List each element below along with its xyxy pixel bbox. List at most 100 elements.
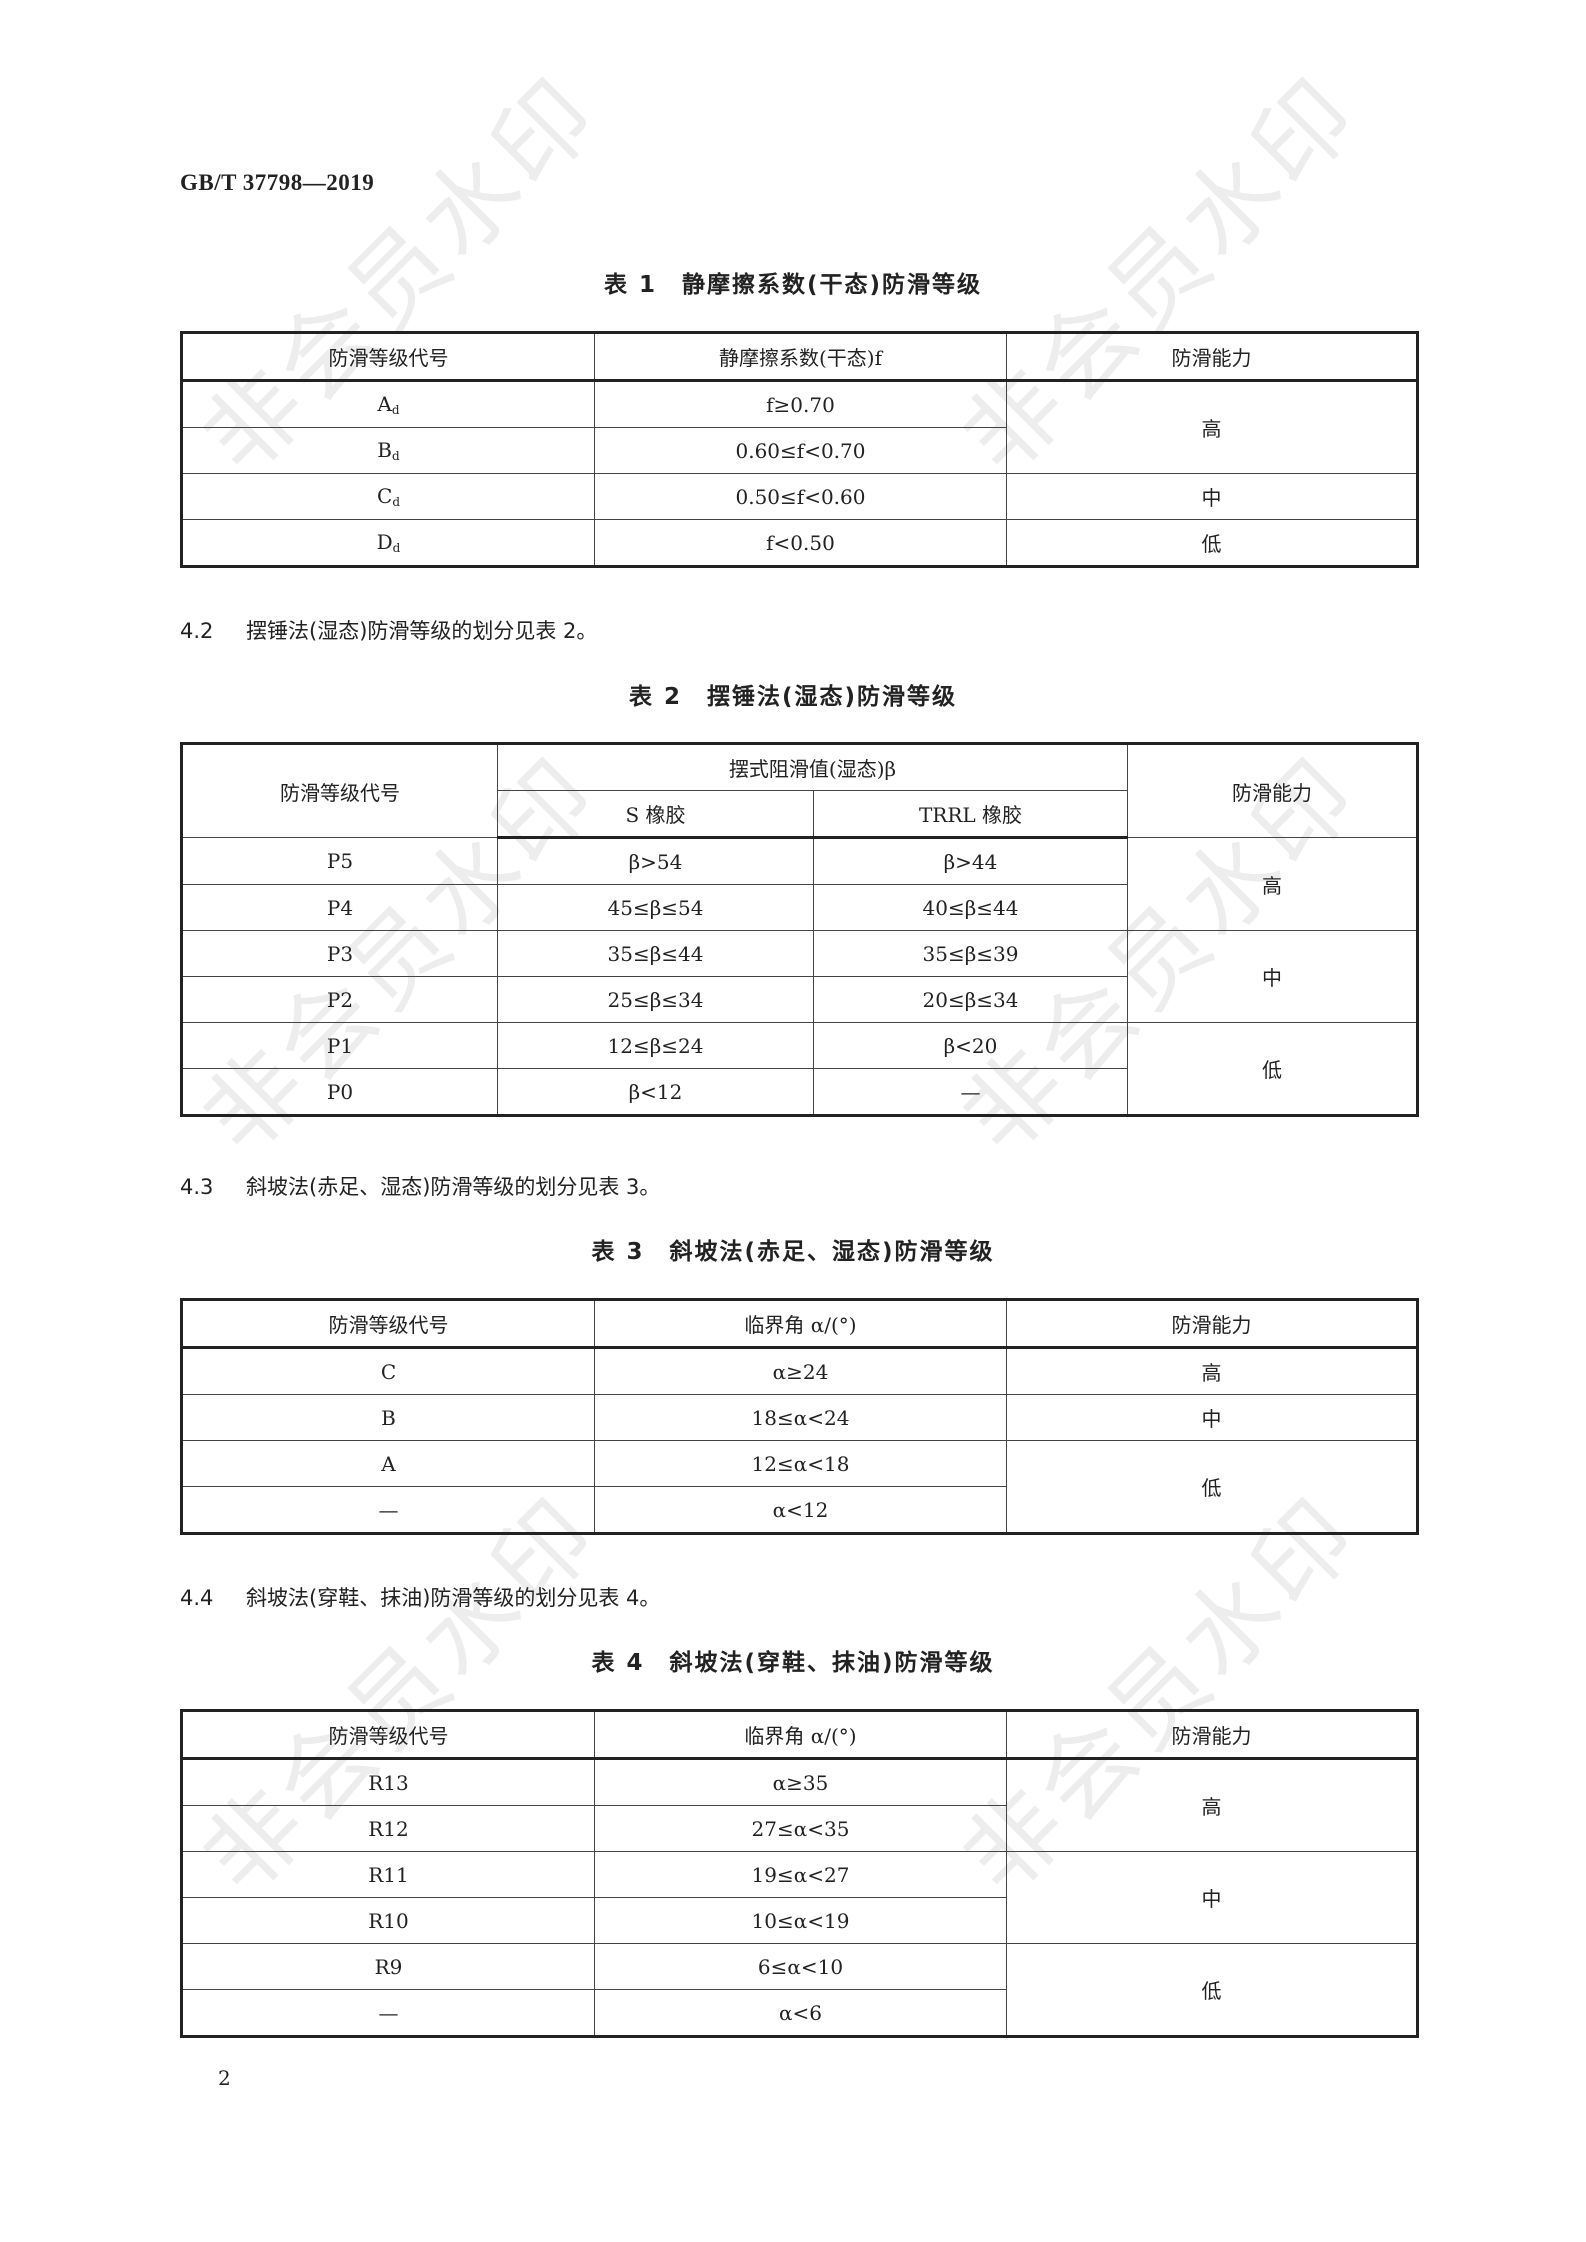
angle-range: 18≤α<24 — [594, 1394, 1007, 1441]
s-rubber-value: β>54 — [497, 837, 814, 885]
s-rubber-value: 12≤β≤24 — [497, 1022, 814, 1069]
angle-range: 27≤α<35 — [594, 1805, 1007, 1852]
table2-header-level: 防滑能力 — [1127, 743, 1418, 838]
friction-range: 0.60≤f<0.70 — [594, 427, 1007, 474]
table-row: Bd 0.60≤f<0.70 — [181, 427, 1418, 474]
trrl-rubber-value: 20≤β≤34 — [812, 976, 1129, 1023]
grade-code: — — [181, 1486, 595, 1534]
grade-code: P0 — [181, 1068, 498, 1116]
table-row: — α<6 — [181, 1989, 1418, 2037]
table-row: R13 α≥35 高 — [181, 1758, 1418, 1852]
table1: 防滑等级代号 静摩擦系数(干态)f 防滑能力 Ad f≥0.70 高 Bd 0.… — [180, 331, 1419, 568]
friction-range: 0.50≤f<0.60 — [594, 473, 1007, 520]
table2-header-code: 防滑等级代号 — [181, 743, 498, 838]
trrl-rubber-value: β>44 — [812, 837, 1129, 885]
table2: 防滑等级代号 摆式阻滑值(湿态)β 防滑能力 S 橡胶 TRRL 橡胶 P5 β>… — [180, 742, 1419, 1117]
grade-code: — — [181, 1989, 595, 2037]
table1-header-value: 静摩擦系数(干态)f — [594, 332, 1007, 382]
trrl-rubber-value: 40≤β≤44 — [812, 884, 1129, 931]
clause-4-3: 4.3 斜坡法(赤足、湿态)防滑等级的划分见表 3。 — [180, 1175, 661, 1199]
table-row: P4 45≤β≤54 40≤β≤44 — [181, 884, 1418, 931]
grade-code: R12 — [181, 1805, 595, 1852]
table2-header-group: 摆式阻滑值(湿态)β — [496, 743, 1129, 791]
s-rubber-value: 35≤β≤44 — [497, 930, 814, 977]
level-cell: 中 — [1006, 1394, 1418, 1441]
table3-header-angle: 临界角 α/(°) — [594, 1299, 1007, 1349]
table3-header-code: 防滑等级代号 — [181, 1299, 595, 1349]
table-row: P1 12≤β≤24 β<20 低 — [181, 1022, 1418, 1116]
grade-code: B — [181, 1394, 595, 1441]
table-row: Dd f<0.50 低 — [181, 519, 1418, 567]
angle-range: 6≤α<10 — [594, 1943, 1007, 1990]
table-row: R9 6≤α<10 低 — [181, 1943, 1418, 2037]
trrl-rubber-value: — — [812, 1068, 1129, 1116]
angle-range: 12≤α<18 — [594, 1440, 1007, 1487]
table1-header-level: 防滑能力 — [1006, 332, 1418, 382]
clause-4-4: 4.4 斜坡法(穿鞋、抹油)防滑等级的划分见表 4。 — [180, 1586, 661, 1610]
table2-header-s-rubber: S 橡胶 — [497, 790, 814, 839]
table-row: — α<12 — [181, 1486, 1418, 1534]
document-id: GB/T 37798—2019 — [180, 170, 375, 195]
s-rubber-value: β<12 — [497, 1068, 814, 1116]
table2-title: 表 2 摆锤法(湿态)防滑等级 — [628, 684, 958, 710]
trrl-rubber-value: β<20 — [812, 1022, 1129, 1069]
trrl-rubber-value: 35≤β≤39 — [812, 930, 1129, 977]
table-row: Ad f≥0.70 高 — [181, 380, 1418, 474]
level-cell: 低 — [1006, 519, 1418, 567]
table4: 防滑等级代号 临界角 α/(°) 防滑能力 R13 α≥35 高 R12 27≤α<3… — [180, 1709, 1419, 2038]
table1-title: 表 1 静摩擦系数(干态)防滑等级 — [603, 272, 983, 298]
grade-code: P3 — [181, 930, 498, 977]
level-cell: 中 — [1006, 1851, 1418, 1944]
friction-range: f<0.50 — [594, 519, 1007, 567]
table4-header-code: 防滑等级代号 — [181, 1710, 595, 1760]
table-row: P0 β<12— — [181, 1068, 1418, 1116]
table3-title: 表 3 斜坡法(赤足、湿态)防滑等级 — [591, 1239, 995, 1265]
grade-code: Dd — [181, 519, 595, 567]
s-rubber-value: 45≤β≤54 — [497, 884, 814, 931]
angle-range: 19≤α<27 — [594, 1851, 1007, 1898]
angle-range: α≥35 — [594, 1758, 1007, 1806]
grade-code: P1 — [181, 1022, 498, 1069]
table-row: R11 19≤α<27 中 — [181, 1851, 1418, 1944]
table-row: B 18≤α<24 中 — [181, 1394, 1418, 1441]
table3-header-level: 防滑能力 — [1006, 1299, 1418, 1349]
angle-range: α≥24 — [594, 1347, 1007, 1395]
grade-code: C — [181, 1347, 595, 1395]
s-rubber-value: 25≤β≤34 — [497, 976, 814, 1023]
table-row: R10 10≤α<19 — [181, 1897, 1418, 1944]
table4-header-level: 防滑能力 — [1006, 1710, 1418, 1760]
angle-range: α<6 — [594, 1989, 1007, 2037]
level-cell: 高 — [1006, 1347, 1418, 1395]
grade-code: P2 — [181, 976, 498, 1023]
level-cell: 低 — [1006, 1943, 1418, 2037]
grade-code: P5 — [181, 837, 498, 885]
page-number: 2 — [218, 2066, 231, 2090]
table-row: Cd 0.50≤f<0.60 中 — [181, 473, 1418, 520]
grade-code: A — [181, 1440, 595, 1487]
level-cell: 中 — [1127, 930, 1418, 1023]
level-cell: 高 — [1127, 837, 1418, 931]
table-row: P2 25≤β≤34 20≤β≤34 — [181, 976, 1418, 1023]
level-cell: 低 — [1127, 1022, 1418, 1116]
clause-4-2: 4.2 摆锤法(湿态)防滑等级的划分见表 2。 — [180, 619, 598, 643]
grade-code: R9 — [181, 1943, 595, 1990]
table4-title: 表 4 斜坡法(穿鞋、抹油)防滑等级 — [591, 1650, 995, 1676]
level-cell: 高 — [1006, 380, 1418, 474]
table4-header-angle: 临界角 α/(°) — [594, 1710, 1007, 1760]
grade-code: P4 — [181, 884, 498, 931]
grade-code: Cd — [181, 473, 595, 520]
level-cell: 低 — [1006, 1440, 1418, 1534]
friction-range: f≥0.70 — [594, 380, 1007, 428]
table1-header-code: 防滑等级代号 — [181, 332, 595, 382]
grade-code: Bd — [181, 427, 595, 474]
table-row: A 12≤α<18 低 — [181, 1440, 1418, 1534]
grade-code: R13 — [181, 1758, 595, 1806]
table-row: R12 27≤α<35 — [181, 1805, 1418, 1852]
table2-header-trrl-rubber: TRRL 橡胶 — [812, 790, 1129, 839]
table-row: P3 35≤β≤44 35≤β≤39 中 — [181, 930, 1418, 1023]
grade-code: R10 — [181, 1897, 595, 1944]
angle-range: α<12 — [594, 1486, 1007, 1534]
table-row: P5 β>54 β>44 高 — [181, 837, 1418, 931]
